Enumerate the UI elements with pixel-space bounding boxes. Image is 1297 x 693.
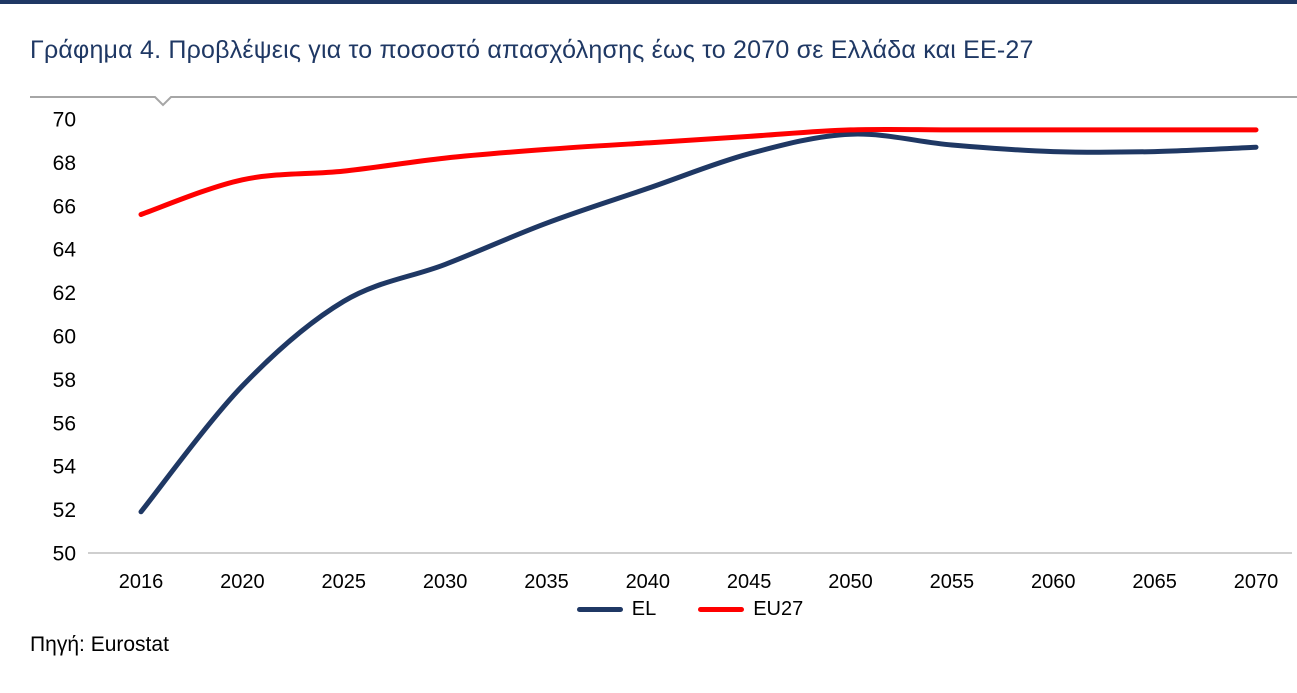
series-line-eu27 — [138, 126, 1259, 217]
x-tick-label: 2016 — [119, 571, 164, 593]
chart-legend: EL EU27 — [88, 598, 1292, 621]
source-note: Πηγή: Eurostat — [30, 633, 169, 656]
y-tick-label: 60 — [53, 326, 76, 349]
x-tick-label: 2025 — [321, 571, 366, 593]
x-tick-label: 2045 — [727, 571, 772, 593]
legend-item-el: EL — [576, 598, 657, 621]
y-tick-label: 68 — [53, 152, 76, 175]
x-tick-label: 2070 — [1234, 571, 1279, 593]
x-tick-label: 2035 — [524, 571, 569, 593]
y-tick-label: 50 — [53, 543, 76, 566]
legend-item-eu27: EU27 — [698, 598, 803, 621]
series-line-el — [138, 131, 1259, 515]
eu27-line-swatch — [698, 607, 745, 612]
legend-label-eu27: EU27 — [753, 598, 804, 620]
x-tick-label: 2050 — [828, 571, 873, 593]
top-border — [0, 0, 1297, 4]
y-tick-label: 54 — [53, 456, 77, 479]
x-tick-label: 2060 — [1031, 571, 1076, 593]
x-tick-label: 2065 — [1132, 571, 1177, 593]
y-tick-label: 62 — [53, 282, 76, 305]
y-tick-label: 64 — [53, 239, 77, 262]
y-tick-label: 66 — [53, 195, 76, 218]
legend-label-el: EL — [631, 598, 657, 620]
y-tick-label: 52 — [53, 499, 76, 522]
x-tick-label: 2020 — [220, 571, 265, 593]
x-tick-label: 2040 — [626, 571, 671, 593]
section-divider — [30, 96, 1297, 107]
chart-title: Γράφημα 4. Προβλέψεις για το ποσοστό απα… — [30, 36, 1034, 64]
x-tick-label: 2030 — [423, 571, 468, 593]
y-tick-label: 56 — [53, 412, 76, 435]
x-tick-label: 2055 — [930, 571, 975, 593]
y-tick-label: 58 — [53, 369, 76, 392]
y-tick-label: 70 — [53, 109, 76, 132]
el-line-swatch — [576, 607, 623, 612]
